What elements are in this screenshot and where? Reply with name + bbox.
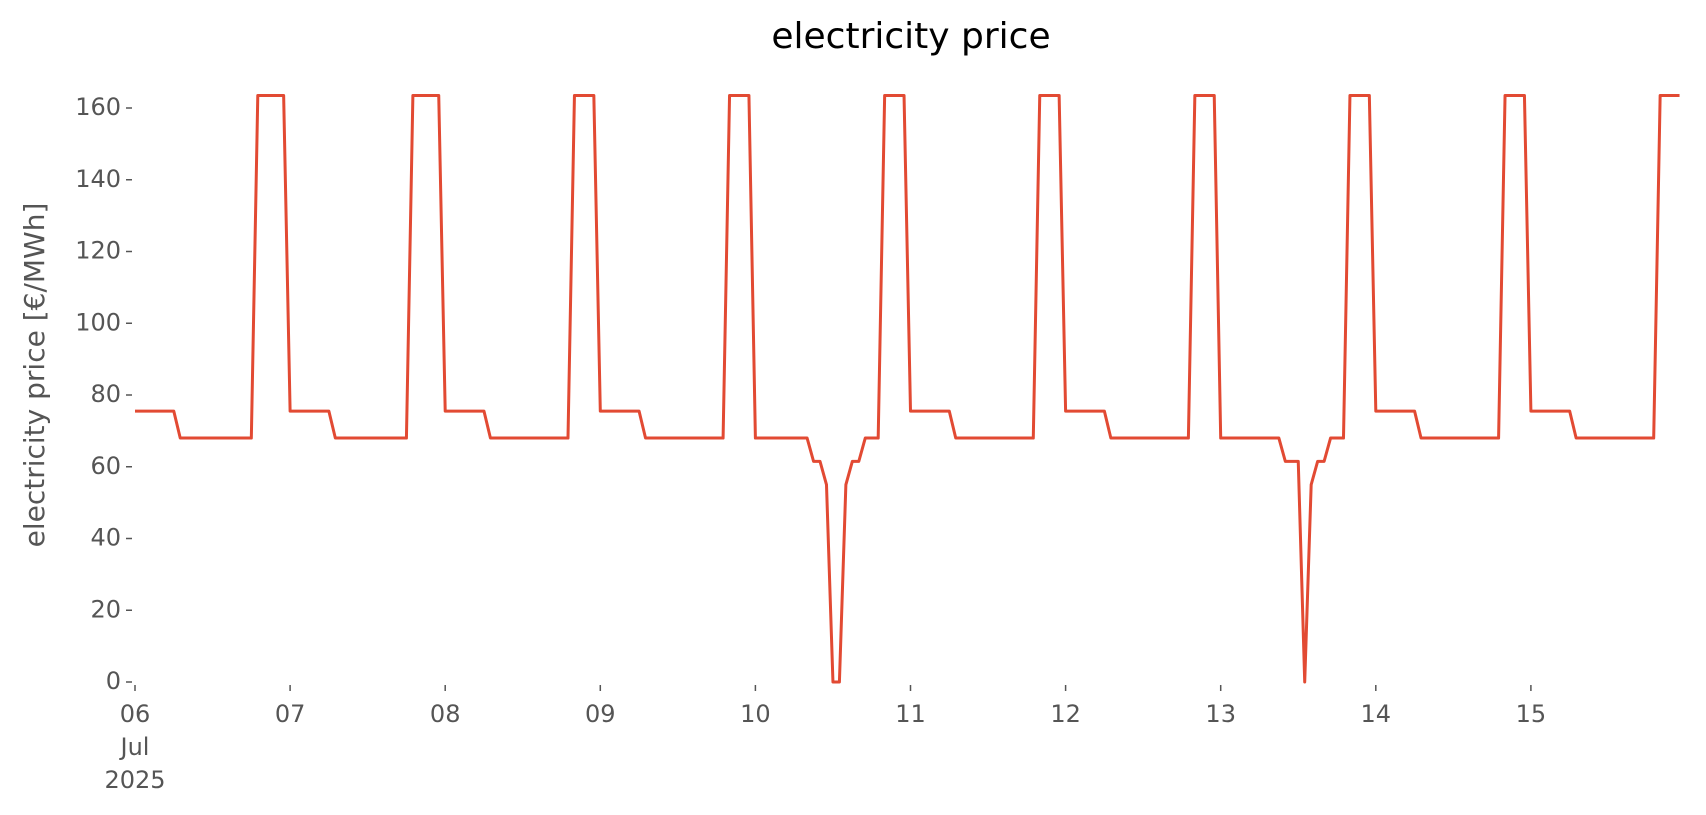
y-tick-label: 20 (90, 595, 121, 623)
x-tick-label: 11 (895, 700, 926, 728)
x-tick-label: 14 (1361, 700, 1392, 728)
y-tick-label: 40 (90, 524, 121, 552)
x-tick-label: 09 (585, 700, 616, 728)
y-tick-label: 80 (90, 380, 121, 408)
y-tick-label: 160 (75, 93, 121, 121)
y-tick-label: 100 (75, 308, 121, 336)
y-axis-label: electricity price [€/MWh] (18, 203, 51, 548)
price-line (135, 93, 1680, 684)
x-tick-label: 13 (1205, 700, 1236, 728)
x-tick-label: 06 Jul 2025 (104, 700, 165, 794)
x-tick-label: 10 (740, 700, 771, 728)
y-tick-label: 120 (75, 237, 121, 265)
y-tick-label: 60 (90, 452, 121, 480)
chart-title: electricity price (771, 16, 1050, 57)
x-tick-label: 15 (1516, 700, 1547, 728)
x-tick-label: 07 (275, 700, 306, 728)
x-tick-label: 08 (430, 700, 461, 728)
y-tick-label: 0 (106, 667, 121, 695)
y-tick-label: 140 (75, 165, 121, 193)
x-tick-label: 12 (1050, 700, 1081, 728)
